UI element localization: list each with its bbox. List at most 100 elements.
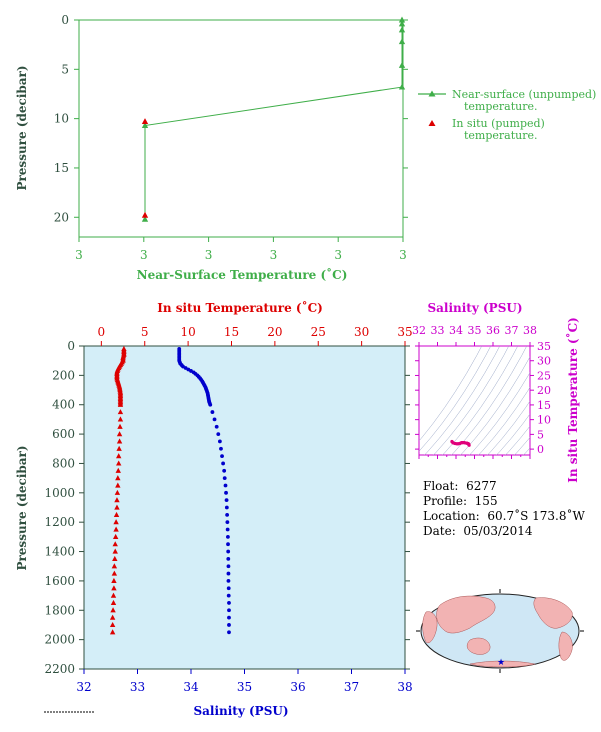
ts-x-tick-label: 35 — [468, 324, 482, 337]
ts-density-contour — [419, 346, 492, 452]
profile-top-tick-label: 15 — [224, 325, 239, 339]
temperature-point — [116, 460, 122, 466]
float-info: Float: 6277 Profile: 155 Location: 60.7˚… — [423, 479, 585, 539]
salinity-point — [226, 579, 231, 583]
float-location-marker-icon: ★ — [497, 658, 505, 668]
salinity-point — [227, 615, 231, 620]
profile-bottom-tick-label: 32 — [76, 680, 91, 694]
ts-series — [450, 439, 471, 447]
float-row: Float: 6277 — [423, 479, 585, 494]
temperature-point — [112, 533, 119, 539]
profile-bottom-tick-label: 35 — [237, 680, 252, 694]
near-surface-x-tick-label: 3 — [140, 248, 148, 262]
salinity-point — [196, 374, 201, 379]
profile-top-tick-label: 35 — [397, 325, 412, 339]
salinity-point — [227, 623, 231, 627]
ts-density-contour — [433, 346, 510, 455]
map-land-australia — [466, 637, 491, 655]
near-surface-unpumped-point — [141, 215, 149, 222]
salinity-point — [226, 571, 231, 576]
near-surface-x-tick-label: 3 — [205, 248, 213, 262]
location-row: Location: 60.7˚S 173.8˚W — [423, 509, 585, 524]
ts-point — [467, 443, 471, 447]
ts-density-contour — [514, 436, 530, 455]
near-surface-pumped-point — [141, 211, 149, 218]
near-surface-series — [141, 16, 406, 222]
salinity-point — [226, 556, 231, 561]
profile-top-tick-label: 0 — [98, 325, 106, 339]
location-label: Location: — [423, 509, 480, 523]
profile-top-axis-label: In situ Temperature (˚C) — [157, 300, 323, 315]
salinity-point — [202, 383, 207, 388]
near-surface-x-tick-label: 3 — [75, 248, 83, 262]
near-surface-axis-ticks: 0 5 10 15 20 3 3 3 3 3 3 — [54, 13, 408, 262]
ts-y-label: In situ Temperature (˚C) — [565, 317, 580, 483]
temperature-point — [112, 555, 118, 561]
ts-x-tick-label: 37 — [505, 324, 519, 337]
profile-value: 155 — [474, 494, 498, 508]
temperature-point — [114, 376, 121, 382]
temperature-point — [117, 388, 123, 394]
profile-plot-frame — [83, 345, 406, 670]
ts-density-contour — [505, 425, 530, 455]
temperature-point — [111, 585, 117, 591]
profile-y-label: Pressure (decibar) — [15, 445, 29, 570]
temperature-point — [117, 423, 123, 429]
ts-y-tick-label: 0 — [537, 443, 544, 456]
ts-y-tick-label: 20 — [537, 384, 551, 397]
temperature-point — [117, 394, 124, 400]
ts-plot-frame — [418, 345, 531, 456]
ts-x-label: Salinity (PSU) — [427, 301, 522, 315]
temperature-point — [115, 379, 121, 385]
salinity-point — [212, 417, 217, 422]
salinity-point — [227, 608, 231, 613]
ts-x-tick-label: 33 — [431, 324, 445, 337]
temperature-point — [116, 382, 122, 388]
temperature-point — [115, 467, 121, 473]
temperature-point — [114, 504, 120, 510]
ts-density-contour — [469, 372, 530, 455]
near-surface-x-tick-label: 3 — [334, 248, 342, 262]
temperature-point — [117, 391, 124, 397]
temperature-point — [117, 400, 124, 406]
near-surface-unpumped-point — [398, 38, 406, 45]
ts-density-contour — [487, 400, 530, 455]
profile-y-tick-label: 400 — [52, 398, 75, 412]
near-surface-unpumped-point — [398, 83, 406, 90]
map-land-north-america — [533, 597, 573, 629]
profile-bottom-tick-label: 38 — [397, 680, 412, 694]
legend-unpumped-line1: Near-surface (unpumped) — [452, 88, 596, 101]
ts-y-tick-label: 35 — [537, 340, 551, 353]
salinity-point — [177, 360, 182, 365]
salinity-point — [226, 549, 231, 554]
profile-top-tick-label: 10 — [180, 325, 195, 339]
salinity-point — [177, 354, 182, 359]
legend-label-unpumped: Near-surface (unpumped) temperature. — [452, 88, 600, 113]
legend-unpumped-line2: temperature. — [464, 100, 538, 113]
map-land-south-america — [558, 631, 573, 661]
near-surface-y-tick-label: 0 — [61, 13, 69, 27]
map-land-asia — [436, 595, 496, 634]
near-surface-unpumped-point — [398, 26, 406, 33]
temperature-point — [109, 614, 116, 620]
profile-bottom-tick-label: 37 — [344, 680, 359, 694]
profile-bottom-tick-label: 34 — [183, 680, 199, 694]
ts-x-tick-label: 36 — [486, 324, 500, 337]
temperature-point — [113, 511, 120, 517]
profile-bottom-axis-label: Salinity (PSU) — [193, 704, 288, 718]
ts-x-tick-label: 32 — [412, 324, 426, 337]
temperature-point — [117, 416, 124, 422]
profile-row: Profile: 155 — [423, 494, 585, 509]
salinity-point — [214, 424, 219, 429]
salinity-point — [216, 432, 221, 436]
temperature-point — [120, 353, 127, 359]
ts-density-contour — [478, 386, 530, 455]
ts-y-tick-label: 10 — [537, 414, 551, 427]
salinity-point — [220, 454, 224, 459]
near-surface-y-label: Pressure (decibar) — [15, 65, 29, 190]
salinity-point — [177, 348, 182, 353]
legend-pumped-line2: temperature. — [464, 129, 538, 142]
temperature-point — [113, 519, 119, 525]
